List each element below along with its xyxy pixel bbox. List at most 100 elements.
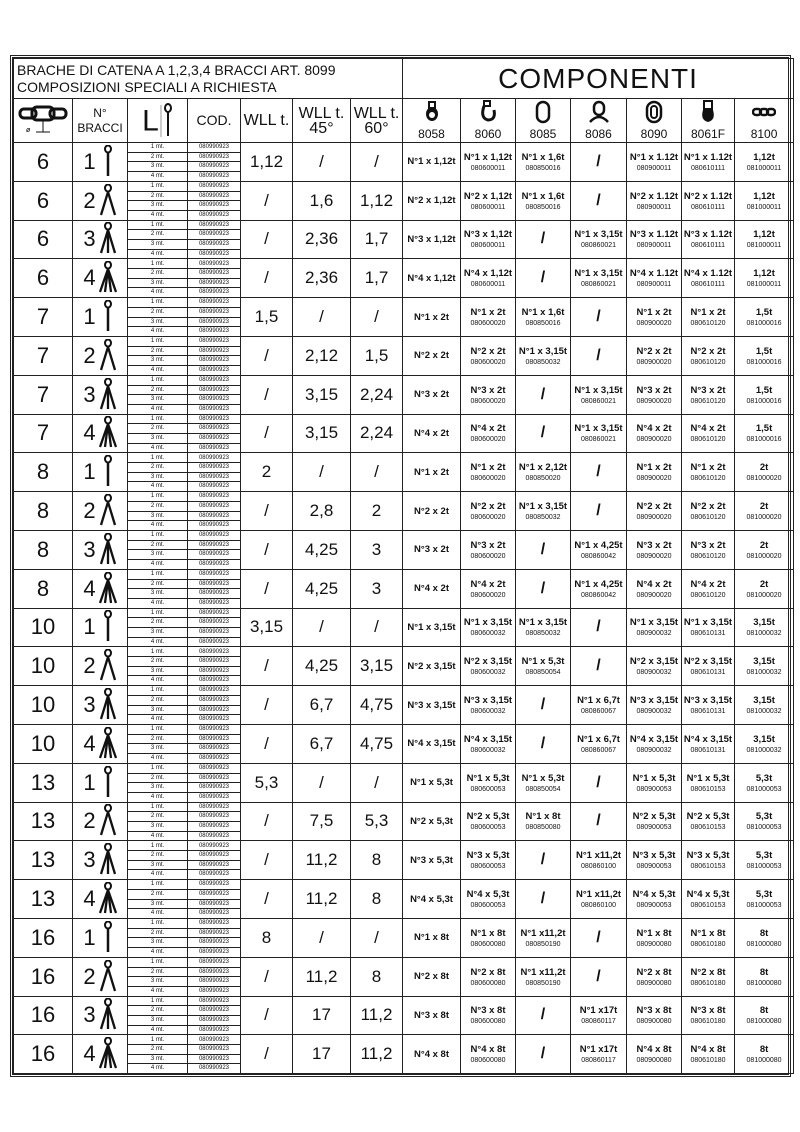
component-8085-cell: / (515, 995, 572, 1036)
component-quantity: / (596, 618, 601, 636)
cod-value: 080990923 (188, 695, 240, 706)
length-option: 4 mt. (150, 871, 165, 878)
wll-header: WLL t. (240, 98, 293, 143)
wll45-value: 4,25 (292, 646, 351, 687)
sling-legs-2-icon (99, 959, 116, 991)
length-option: 2 mt. (128, 774, 187, 784)
component-quantity: N°4 x 2t (414, 583, 449, 595)
wll60-value: 8 (349, 840, 404, 881)
component-quantity: 8t (759, 1005, 769, 1017)
length-option: 3 mt. (128, 628, 187, 638)
component-quantity: N°2 x 3,15t (629, 656, 679, 668)
codes-cell: 080990923 080990923 080990923 080990923 (187, 801, 241, 842)
wll-value: / (240, 840, 293, 881)
wll60-value: 1,7 (349, 219, 404, 260)
component-quantity: N°1 x 2t (470, 462, 506, 474)
length-option: 2 mt. (128, 812, 187, 822)
component-8086-cell: N°1 x 6,7t 080860067 (570, 685, 628, 725)
component-8090-cell: N°2 x 8t 080900080 (626, 956, 683, 997)
wll60-value: 11,2 (349, 1034, 404, 1075)
component-8060-cell: N°1 x 5,3t 080600053 (460, 762, 517, 803)
component-8061f-cell: N°4 x 8t 080610180 (681, 1034, 736, 1075)
length-option: 3 mt. (128, 977, 187, 987)
bracci-count: 1 (83, 924, 96, 950)
bracci-count: 1 (83, 304, 96, 330)
component-8085-cell: / (515, 1034, 572, 1075)
component-code: 081000016 (746, 320, 782, 328)
component-quantity: N°3 x 5,3t (686, 850, 730, 862)
wll60-header: WLL t. 60° (349, 98, 404, 143)
component-8060-cell: N°2 x 1,12t 080600011 (460, 180, 517, 221)
component-8061f-cell: N°1 x 2t 080610120 (681, 297, 736, 337)
component-quantity: N°2 x 2t (414, 350, 449, 362)
wll45-value: 17 (292, 995, 351, 1036)
component-8058-cell: N°3 x 5,3t (402, 840, 462, 881)
component-code: 080600032 (470, 746, 506, 754)
component-quantity: N°1 x 8t (414, 932, 449, 944)
sling-legs-1-icon (103, 300, 112, 332)
component-quantity: N°1 x 5,3t (521, 772, 565, 784)
component-code: 080610120 (690, 475, 726, 483)
cod-value: 080990923 (188, 821, 240, 832)
component-code: 081000020 (746, 514, 782, 522)
component-8061f-cell: N°3 x 1.12t 080610111 (681, 219, 736, 260)
component-8061f-cell: N°2 x 1.12t 080610111 (681, 180, 736, 221)
length-option: 2 mt. (128, 541, 187, 551)
component-8086-cell: / (570, 452, 628, 493)
component-8058-cell: N°1 x 8t (402, 917, 462, 958)
length-label: L (142, 104, 159, 137)
component-8058-cell: N°2 x 5,3t (402, 801, 462, 842)
wll-value: / (240, 995, 293, 1036)
length-option: 4 mt. (150, 211, 165, 218)
component-quantity: N°2 x 1,12t (407, 195, 456, 207)
component-8061f-cell: N°2 x 3,15t 080610131 (681, 646, 736, 687)
component-code: 080600011 (470, 281, 506, 289)
component-code: 081000011 (746, 164, 782, 172)
cod-header: COD. (187, 98, 241, 143)
component-8061f-cell: N°1 x 2t 080610120 (681, 452, 736, 493)
chain-diameter: 8 (13, 491, 73, 531)
length-option: 3 mt. (128, 201, 187, 211)
cod-value: 080990923 (188, 812, 240, 822)
length-option: 3 mt. (128, 861, 187, 871)
length-option: 1 mt. (128, 958, 187, 968)
component-code: 080900080 (636, 979, 672, 987)
component-8061f-cell: N°3 x 3,15t 080610131 (681, 685, 736, 725)
component-quantity: N°2 x 8t (690, 966, 726, 978)
component-code: 080610153 (690, 902, 726, 910)
component-quantity: N°1 x11,2t (576, 850, 622, 862)
codes-cell: 080990923 080990923 080990923 080990923 (187, 452, 241, 493)
length-option: 3 mt. (128, 667, 187, 677)
cod-value: 080990923 (188, 269, 240, 279)
length-option: 2 mt. (128, 1045, 187, 1055)
wll60-value: 1,5 (349, 335, 404, 376)
length-option: 4 mt. (150, 560, 165, 567)
component-quantity: N°1 x 1.12t (683, 151, 733, 163)
length-option: 1 mt. (128, 221, 187, 231)
component-quantity: N°1 x 3,15t (574, 268, 623, 280)
length-option: 2 mt. (128, 968, 187, 978)
codes-cell: 080990923 080990923 080990923 080990923 (187, 607, 241, 648)
cod-value: 080990923 (188, 764, 240, 774)
length-option: 2 mt. (128, 386, 187, 396)
cod-value: 080990923 (188, 482, 240, 491)
component-8085-cell: / (515, 374, 572, 415)
cod-value: 080990923 (188, 327, 240, 336)
component-quantity: / (596, 773, 601, 791)
wll45-value: 3,15 (292, 413, 351, 454)
component-8061f-cell: N°1 x 1.12t 080610111 (681, 142, 736, 182)
component-8058-cell: N°1 x 2t (402, 297, 462, 337)
wll-value: / (240, 180, 293, 221)
wll-value: 1,5 (240, 297, 293, 337)
component-code: 080610111 (691, 203, 726, 211)
table-row: 16 3 1 mt. 2 mt. 3 mt. 4 mt. 080990923 08099092… (13, 995, 795, 1036)
component-8060-cell: N°2 x 2t 080600020 (460, 491, 517, 531)
component-code: 081000020 (746, 552, 782, 560)
component-code: 081000011 (746, 203, 782, 211)
component-quantity: N°1 x 1,12t (407, 156, 456, 168)
length-option: 2 mt. (128, 502, 187, 512)
table-row: 10 2 1 mt. 2 mt. 3 mt. 4 mt. 080990923 08099092… (13, 646, 795, 687)
component-quantity: 1,12t (753, 268, 775, 280)
sling-legs-2-icon (99, 804, 116, 836)
component-8100-cell: 1,5t 081000016 (734, 297, 795, 337)
